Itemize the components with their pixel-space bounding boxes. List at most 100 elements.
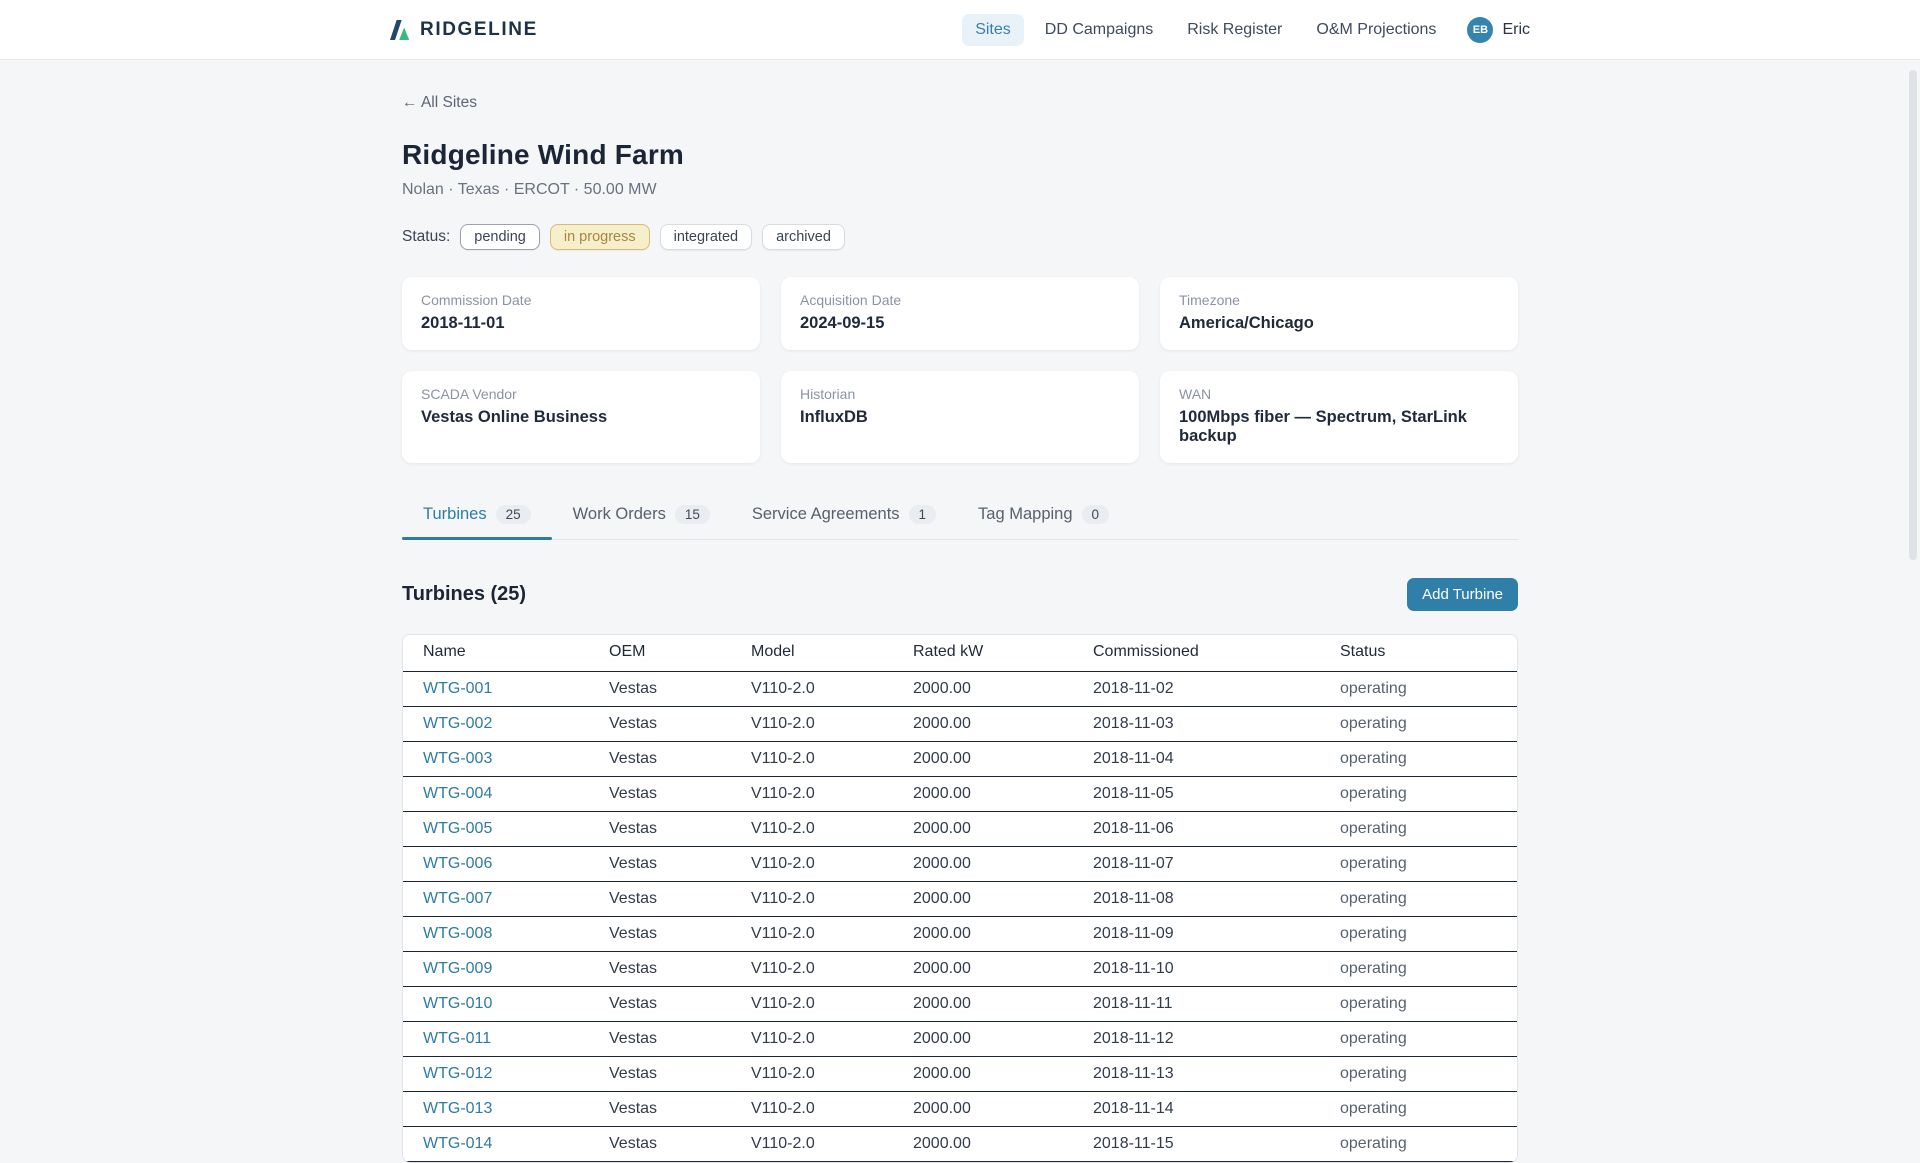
nav-item-sites[interactable]: Sites [962,14,1024,46]
cell-model: V110-2.0 [731,987,893,1022]
info-card-label: WAN [1179,386,1499,402]
turbine-link-wtg-002[interactable]: WTG-002 [423,715,492,732]
cell-model: V110-2.0 [731,1092,893,1127]
cell-oem: Vestas [589,1022,731,1057]
cell-model: V110-2.0 [731,812,893,847]
table-row: WTG-012VestasV110-2.02000.002018-11-13op… [403,1057,1518,1092]
table-row: WTG-005VestasV110-2.02000.002018-11-06op… [403,812,1518,847]
cell-oem: Vestas [589,707,731,742]
nav-item-o-m-projections[interactable]: O&M Projections [1303,14,1449,46]
turbines-heading: Turbines (25) [402,583,526,606]
cell-status: operating [1320,917,1518,952]
cell-commissioned: 2018-11-12 [1073,1022,1320,1057]
table-row: WTG-004VestasV110-2.02000.002018-11-05op… [403,777,1518,812]
info-card-wan: WAN 100Mbps fiber — Spectrum, StarLink ba… [1160,371,1518,463]
info-card-value: America/Chicago [1179,314,1499,333]
cell-commissioned: 2018-11-04 [1073,742,1320,777]
table-row: WTG-010VestasV110-2.02000.002018-11-11op… [403,987,1518,1022]
turbine-link-wtg-001[interactable]: WTG-001 [423,680,492,697]
table-body: WTG-001VestasV110-2.02000.002018-11-02op… [403,672,1518,1162]
cell-name: WTG-012 [403,1057,589,1092]
status-chip-in-progress[interactable]: in progress [550,224,650,250]
cell-model: V110-2.0 [731,707,893,742]
cell-commissioned: 2018-11-03 [1073,707,1320,742]
turbines-table: NameOEMModelRated kWCommissionedStatus W… [402,634,1518,1163]
cell-model: V110-2.0 [731,917,893,952]
brand-name: RIDGELINE [420,19,538,41]
cell-commissioned: 2018-11-06 [1073,812,1320,847]
table-row: WTG-014VestasV110-2.02000.002018-11-15op… [403,1127,1518,1162]
cell-rated-kw: 2000.00 [893,1022,1073,1057]
turbine-link-wtg-012[interactable]: WTG-012 [423,1065,492,1082]
user-menu[interactable]: EB Eric [1467,17,1530,43]
info-card-value: 100Mbps fiber — Spectrum, StarLink backu… [1179,408,1499,446]
cell-commissioned: 2018-11-07 [1073,847,1320,882]
tab-count-badge: 25 [496,505,531,524]
turbine-link-wtg-004[interactable]: WTG-004 [423,785,492,802]
cell-status: operating [1320,707,1518,742]
add-turbine-button[interactable]: Add Turbine [1407,578,1518,611]
cell-status: operating [1320,777,1518,812]
info-card-label: SCADA Vendor [421,386,741,402]
top-navbar: RIDGELINE SitesDD CampaignsRisk Register… [0,0,1920,60]
turbines-section-header: Turbines (25) Add Turbine [402,578,1518,611]
brand-logo[interactable]: RIDGELINE [390,17,538,43]
column-header-commissioned: Commissioned [1073,635,1320,672]
turbine-link-wtg-009[interactable]: WTG-009 [423,960,492,977]
cell-oem: Vestas [589,847,731,882]
tab-tag-mapping[interactable]: Tag Mapping0 [957,505,1130,539]
nav-item-dd-campaigns[interactable]: DD Campaigns [1032,14,1166,46]
cell-commissioned: 2018-11-05 [1073,777,1320,812]
turbine-link-wtg-007[interactable]: WTG-007 [423,890,492,907]
turbine-link-wtg-008[interactable]: WTG-008 [423,925,492,942]
cell-rated-kw: 2000.00 [893,917,1073,952]
vertical-scrollbar-thumb[interactable] [1909,70,1917,560]
cell-name: WTG-013 [403,1092,589,1127]
table-row: WTG-009VestasV110-2.02000.002018-11-10op… [403,952,1518,987]
cell-status: operating [1320,742,1518,777]
turbine-link-wtg-013[interactable]: WTG-013 [423,1100,492,1117]
cell-rated-kw: 2000.00 [893,1127,1073,1162]
status-chip-pending[interactable]: pending [460,224,540,250]
turbine-link-wtg-014[interactable]: WTG-014 [423,1135,492,1152]
cell-model: V110-2.0 [731,672,893,707]
info-card-scada-vendor: SCADA VendorVestas Online Business [402,371,760,463]
cell-name: WTG-001 [403,672,589,707]
status-chip-archived[interactable]: archived [762,224,845,250]
tab-count-badge: 15 [675,505,710,524]
tab-work-orders[interactable]: Work Orders15 [552,505,731,539]
cell-model: V110-2.0 [731,1057,893,1092]
detail-tabs: Turbines25Work Orders15Service Agreement… [402,505,1518,540]
page-title: Ridgeline Wind Farm [402,139,1518,171]
cell-rated-kw: 2000.00 [893,672,1073,707]
cell-oem: Vestas [589,1057,731,1092]
turbine-link-wtg-011[interactable]: WTG-011 [423,1030,491,1047]
turbine-link-wtg-010[interactable]: WTG-010 [423,995,492,1012]
info-card-value: InfluxDB [800,408,1120,427]
cell-commissioned: 2018-11-11 [1073,987,1320,1022]
info-card-label: Timezone [1179,292,1499,308]
back-to-all-sites-link[interactable]: ← All Sites [402,94,477,112]
turbine-link-wtg-003[interactable]: WTG-003 [423,750,492,767]
cell-name: WTG-006 [403,847,589,882]
cell-commissioned: 2018-11-15 [1073,1127,1320,1162]
table-row: WTG-011VestasV110-2.02000.002018-11-12op… [403,1022,1518,1057]
cell-name: WTG-008 [403,917,589,952]
cell-commissioned: 2018-11-08 [1073,882,1320,917]
table-row: WTG-003VestasV110-2.02000.002018-11-04op… [403,742,1518,777]
turbine-link-wtg-006[interactable]: WTG-006 [423,855,492,872]
cell-model: V110-2.0 [731,742,893,777]
nav-item-risk-register[interactable]: Risk Register [1174,14,1295,46]
ridgeline-logo-icon [390,17,410,43]
cell-model: V110-2.0 [731,847,893,882]
tab-service-agreements[interactable]: Service Agreements1 [731,505,957,539]
table-row: WTG-002VestasV110-2.02000.002018-11-03op… [403,707,1518,742]
status-row: Status: pendingin progressintegratedarch… [402,224,1518,250]
cell-oem: Vestas [589,1127,731,1162]
info-card-acquisition-date: Acquisition Date2024-09-15 [781,277,1139,350]
info-card-label: Historian [800,386,1120,402]
tab-turbines[interactable]: Turbines25 [402,505,552,539]
status-chip-integrated[interactable]: integrated [660,224,753,250]
avatar[interactable]: EB [1467,17,1493,43]
turbine-link-wtg-005[interactable]: WTG-005 [423,820,492,837]
